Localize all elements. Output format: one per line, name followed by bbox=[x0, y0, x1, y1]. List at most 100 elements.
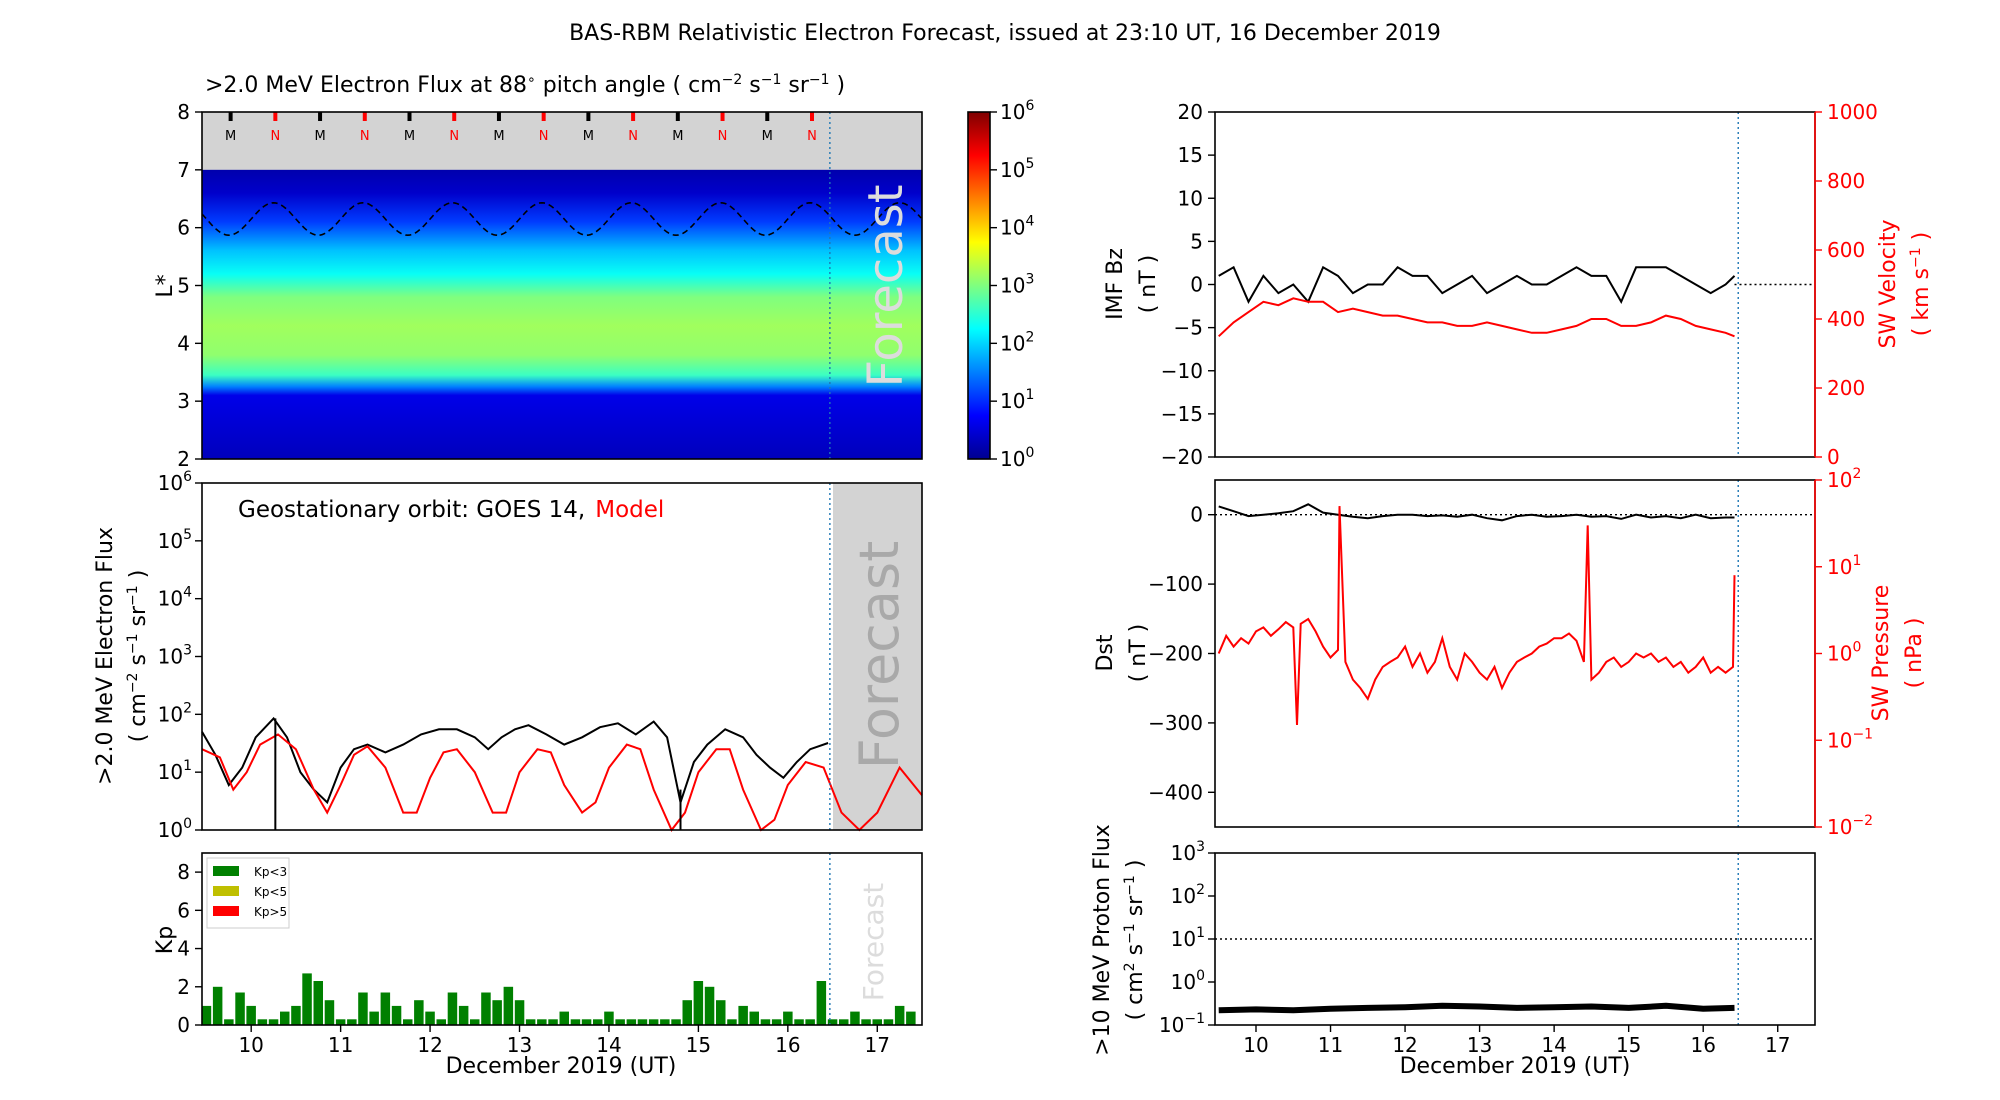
kp-ylabel: Kp bbox=[153, 926, 178, 954]
kp-xtick-label: 15 bbox=[686, 1033, 711, 1057]
kp-bar bbox=[693, 981, 704, 1025]
kp-bar bbox=[246, 1005, 256, 1025]
kp-bar bbox=[716, 1000, 726, 1025]
imf-ytick-label: −10 bbox=[1161, 359, 1203, 383]
kp-xtick-label: 17 bbox=[865, 1033, 890, 1057]
kp-ytick-label: 6 bbox=[177, 898, 190, 922]
lstar-heatmap bbox=[202, 169, 922, 460]
kp-bar bbox=[280, 1011, 290, 1025]
mlt-marker-label: M bbox=[762, 129, 773, 144]
dst-ylabel-units: ( nT ) bbox=[1126, 624, 1151, 683]
proton-xtick-label: 10 bbox=[1243, 1033, 1268, 1057]
kp-bar bbox=[369, 1011, 379, 1025]
lstar-ytick-label: 7 bbox=[177, 158, 190, 182]
kp-legend: Kp<3 Kp<5 Kp>5 bbox=[206, 857, 290, 929]
colorbar-tick-label: 106 bbox=[1000, 98, 1034, 124]
kp-legend-swatch-high bbox=[213, 906, 239, 916]
geo-ytick-label: 106 bbox=[158, 469, 192, 495]
kp-bar bbox=[458, 1005, 469, 1025]
kp-bar bbox=[257, 1019, 268, 1025]
kp-bar bbox=[514, 1000, 525, 1025]
dst-ylabel-right: SW Pressure bbox=[1869, 585, 1894, 722]
mlt-marker-label: M bbox=[493, 129, 504, 144]
lstar-ylabel: L* bbox=[153, 274, 178, 297]
kp-xtick-label: 11 bbox=[328, 1033, 353, 1057]
kp-bar bbox=[827, 1019, 838, 1025]
lstar-dashed-line bbox=[201, 201, 922, 237]
dst-ylabel-right-units: ( nPa ) bbox=[1902, 618, 1927, 689]
kp-bar bbox=[816, 981, 827, 1025]
colorbar-tick-label: 101 bbox=[1000, 387, 1034, 413]
kp-xtick-label: 10 bbox=[238, 1033, 263, 1057]
proton-ytick-label: 10−1 bbox=[1159, 1011, 1205, 1037]
dst-axes-frame bbox=[1214, 479, 1816, 828]
proton-ytick-label: 102 bbox=[1171, 882, 1205, 908]
mlt-marker-label: M bbox=[225, 129, 236, 144]
kp-legend-mid: Kp<5 bbox=[254, 885, 287, 899]
dst-ytick-label: 0 bbox=[1190, 503, 1203, 527]
kp-bar bbox=[291, 1005, 301, 1025]
kp-bar bbox=[481, 992, 491, 1025]
proton-panel: 10−1 100 101 102 103 10 11 12 13 14 15 16 17 >10 Me… bbox=[1090, 824, 1816, 1079]
proton-ytick-label: 103 bbox=[1171, 839, 1205, 865]
kp-bar bbox=[626, 1019, 637, 1025]
kp-bar bbox=[391, 1005, 402, 1025]
geo-ytick-label: 103 bbox=[158, 643, 192, 669]
kp-bar bbox=[436, 1019, 446, 1025]
kp-bar bbox=[749, 1011, 759, 1025]
colorbar-tick-label: 102 bbox=[1000, 329, 1034, 355]
kp-bar bbox=[738, 1005, 748, 1025]
imf-ylabel-right-units: ( km s−1 ) bbox=[1908, 232, 1934, 336]
kp-bar bbox=[883, 1019, 894, 1025]
kp-bar bbox=[559, 1011, 569, 1025]
geo-forecast-shade bbox=[833, 483, 922, 830]
kp-bar bbox=[537, 1019, 547, 1025]
dst-line bbox=[1218, 503, 1735, 522]
pressure-ytick-label: 101 bbox=[1827, 553, 1861, 579]
mlt-marker-label: N bbox=[539, 129, 549, 144]
mlt-marker-label: N bbox=[628, 129, 638, 144]
mlt-marker-label: M bbox=[314, 129, 325, 144]
velocity-ytick-label: 800 bbox=[1827, 169, 1865, 193]
lstar-panel: >2.0 MeV Electron Flux at 88∘ pitch angl… bbox=[153, 72, 923, 471]
geo-ytick-label: 102 bbox=[158, 700, 192, 726]
kp-bar bbox=[760, 1019, 771, 1025]
kp-bar bbox=[682, 1000, 692, 1025]
kp-bar bbox=[548, 1019, 558, 1025]
dst-ylabel: Dst bbox=[1093, 634, 1118, 671]
pressure-ytick-label: 10−1 bbox=[1827, 726, 1873, 752]
goes-flux-line bbox=[201, 716, 829, 807]
proton-xlabel: December 2019 (UT) bbox=[1400, 1054, 1631, 1079]
lstar-ytick-label: 5 bbox=[177, 274, 190, 298]
kp-bar bbox=[593, 1019, 603, 1025]
proton-flux-line bbox=[1218, 1002, 1735, 1014]
kp-ytick-label: 4 bbox=[177, 937, 190, 961]
kp-xtick-label: 14 bbox=[596, 1033, 621, 1057]
geo-panel: Forecast 100 101 102 103 104 105 106 Geostatio… bbox=[93, 469, 923, 842]
dst-ytick-label: −300 bbox=[1148, 711, 1203, 735]
kp-bar bbox=[425, 1011, 435, 1025]
lstar-ytick-label: 3 bbox=[177, 389, 190, 413]
mlt-marker-label: M bbox=[672, 129, 683, 144]
kp-legend-swatch-mid bbox=[213, 886, 239, 896]
geo-forecast-watermark: Forecast bbox=[848, 541, 911, 770]
proton-xtick-label: 17 bbox=[1765, 1033, 1790, 1057]
proton-ylabel: >10 MeV Proton Flux bbox=[1090, 824, 1115, 1056]
velocity-ytick-label: 1000 bbox=[1827, 100, 1878, 124]
mlt-marker-label: M bbox=[583, 129, 594, 144]
kp-legend-low: Kp<3 bbox=[254, 865, 287, 879]
mlt-marker-label: N bbox=[270, 129, 280, 144]
sw-pressure-line bbox=[1217, 506, 1736, 726]
figure-title: BAS-RBM Relativistic Electron Forecast, … bbox=[569, 21, 1441, 46]
proton-xtick-label: 13 bbox=[1467, 1033, 1492, 1057]
imf-ytick-label: 15 bbox=[1178, 143, 1203, 167]
colorbar-tick-label: 103 bbox=[1000, 272, 1034, 298]
proton-xtick-label: 12 bbox=[1392, 1033, 1417, 1057]
dst-ytick-label: −200 bbox=[1148, 642, 1203, 666]
kp-bar bbox=[727, 1019, 737, 1025]
kp-xlabel: December 2019 (UT) bbox=[446, 1054, 677, 1079]
kp-bar bbox=[872, 1019, 882, 1025]
kp-legend-swatch-low bbox=[213, 866, 239, 876]
kp-panel: Forecast 0 2 4 6 8 10 11 12 13 14 15 16 17 Kp Decem… bbox=[153, 852, 923, 1079]
